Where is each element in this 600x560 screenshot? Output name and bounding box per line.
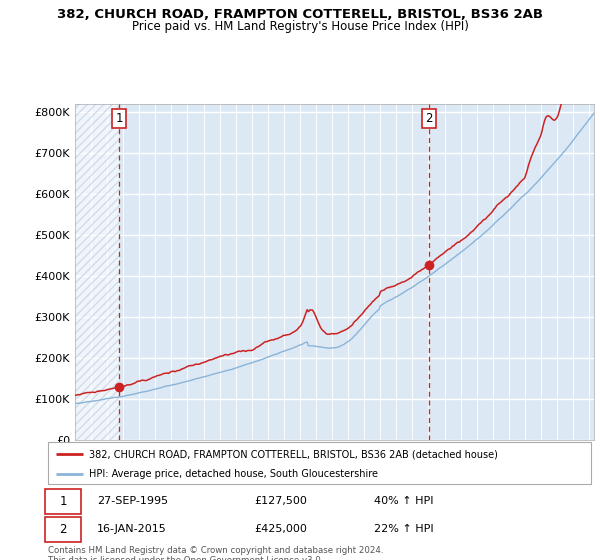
Text: 2: 2 [59,522,67,536]
Text: 2: 2 [425,112,433,125]
Text: Price paid vs. HM Land Registry's House Price Index (HPI): Price paid vs. HM Land Registry's House … [131,20,469,32]
Text: 27-SEP-1995: 27-SEP-1995 [97,496,168,506]
Text: £127,500: £127,500 [254,496,307,506]
Text: 382, CHURCH ROAD, FRAMPTON COTTERELL, BRISTOL, BS36 2AB (detached house): 382, CHURCH ROAD, FRAMPTON COTTERELL, BR… [89,449,497,459]
Text: 22% ↑ HPI: 22% ↑ HPI [374,524,433,534]
FancyBboxPatch shape [45,517,80,542]
Text: £425,000: £425,000 [254,524,307,534]
Text: 382, CHURCH ROAD, FRAMPTON COTTERELL, BRISTOL, BS36 2AB: 382, CHURCH ROAD, FRAMPTON COTTERELL, BR… [57,8,543,21]
Text: Contains HM Land Registry data © Crown copyright and database right 2024.
This d: Contains HM Land Registry data © Crown c… [48,546,383,560]
Text: 1: 1 [115,112,123,125]
Bar [75,104,119,440]
Text: 40% ↑ HPI: 40% ↑ HPI [374,496,433,506]
Text: 1: 1 [59,494,67,508]
Text: HPI: Average price, detached house, South Gloucestershire: HPI: Average price, detached house, Sout… [89,469,378,479]
FancyBboxPatch shape [45,489,80,514]
Text: 16-JAN-2015: 16-JAN-2015 [97,524,167,534]
